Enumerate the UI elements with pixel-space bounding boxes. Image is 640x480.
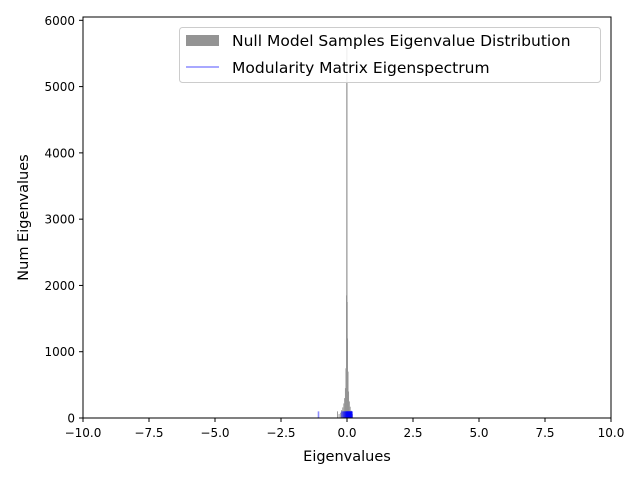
x-tick-label: −7.5	[134, 426, 163, 440]
y-tick-label: 6000	[44, 14, 75, 28]
legend-swatch-null-model	[186, 35, 219, 46]
axes: −10.0 −7.5 −5.0 −2.5 0.0 2.5 5.0 7.5 10.0 0 1000 20…	[16, 14, 624, 465]
histogram-bar	[348, 401, 350, 418]
x-tick-label: −10.0	[65, 426, 102, 440]
histogram-bar	[337, 411, 338, 418]
y-tick-label: 1000	[44, 345, 75, 359]
histogram-bar	[338, 414, 340, 418]
legend: Null Model Samples Eigenvalue Distributi…	[179, 27, 601, 83]
histogram-bar	[341, 410, 343, 418]
legend-label-null-model: Null Model Samples Eigenvalue Distributi…	[232, 32, 571, 50]
x-tick-label: −2.5	[266, 426, 295, 440]
x-axis-label: Eigenvalues	[303, 449, 391, 465]
y-tick-label: 3000	[44, 213, 75, 227]
x-tick-label: −5.0	[200, 426, 229, 440]
histogram-bar	[342, 407, 344, 418]
histogram-bar	[348, 391, 350, 418]
histogram-bar	[350, 410, 352, 418]
histogram-bar	[343, 403, 345, 418]
y-tick-label: 5000	[44, 80, 75, 94]
histogram-bar	[351, 414, 353, 418]
legend-box	[179, 27, 601, 83]
x-tick-label: 5.0	[469, 426, 488, 440]
histogram-bar	[346, 46, 348, 418]
x-tick-label: 7.5	[535, 426, 554, 440]
y-tick-label: 4000	[44, 146, 75, 160]
histogram-bar	[345, 368, 347, 418]
histogram-bar	[347, 371, 349, 418]
histogram-bar	[347, 338, 348, 418]
x-tick-label: 2.5	[403, 426, 422, 440]
histogram-bar	[344, 388, 346, 418]
plot-area	[317, 36, 353, 418]
histogram-bar	[349, 406, 351, 418]
y-axis-label: Num Eigenvalues	[16, 154, 32, 280]
legend-label-eigenspectrum: Modularity Matrix Eigenspectrum	[232, 59, 490, 77]
histogram-bar	[344, 398, 346, 418]
y-tick-label: 0	[67, 412, 75, 426]
y-tick-label: 2000	[44, 279, 75, 293]
histogram-bar	[340, 412, 342, 418]
x-tick-label: 0.0	[337, 426, 356, 440]
x-tick-label: 10.0	[598, 426, 625, 440]
